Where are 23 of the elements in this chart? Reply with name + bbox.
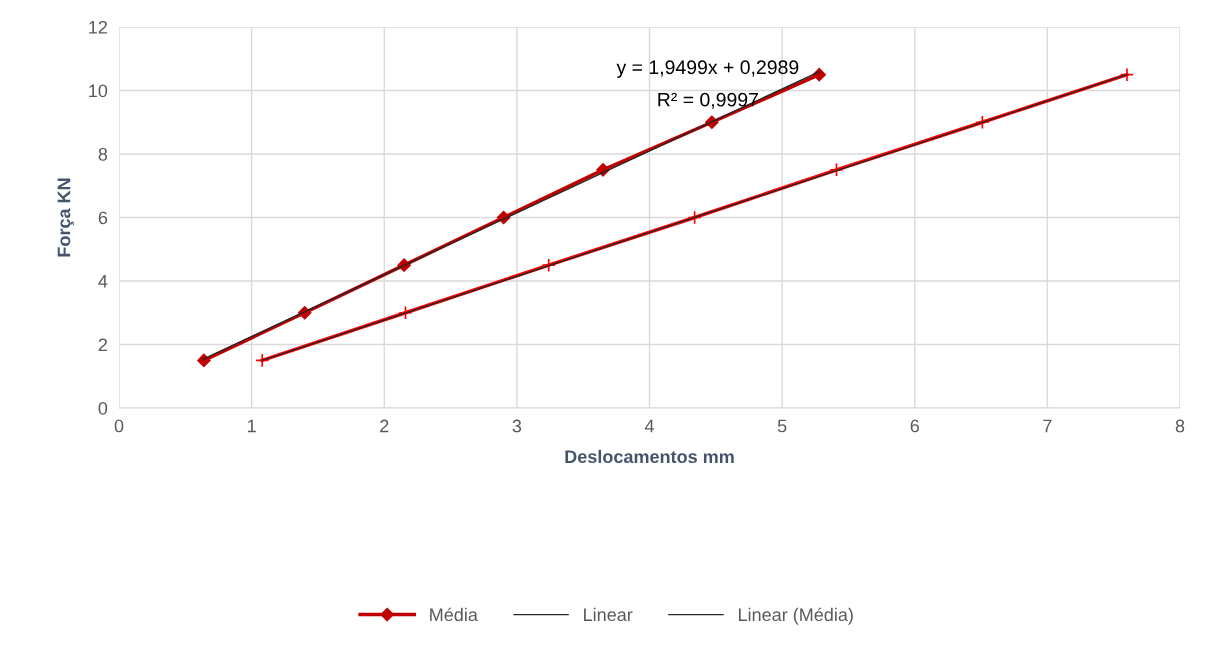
x-tick-label: 6 (910, 419, 919, 433)
x-axis-title: Deslocamentos mm (565, 449, 734, 464)
annotation: R² = 0,9997 (658, 92, 758, 109)
y-tick-label: 8 (98, 147, 108, 161)
x-tick-label: 1 (247, 419, 256, 433)
legend-label: Média (430, 607, 478, 622)
y-tick-label: 12 (89, 20, 107, 34)
y-axis-title: Força KN (57, 178, 74, 257)
y-tick-label: 2 (98, 338, 107, 352)
x-tick-label: 8 (1175, 419, 1185, 433)
y-tick-label: 4 (98, 275, 108, 288)
x-tick-label: 3 (512, 419, 522, 433)
x-tick-label: 4 (644, 419, 654, 433)
legend-label: Linear (Média) (738, 607, 853, 625)
x-tick-label: 2 (380, 419, 389, 433)
x-tick-label: 7 (1043, 419, 1052, 433)
y-tick-label: 0 (98, 401, 108, 415)
legend-label: Linear (584, 607, 633, 622)
y-tick-label: 6 (98, 211, 108, 225)
annotation: y = 1,9499x + 0,2989 (616, 60, 799, 78)
x-tick-label: 0 (114, 419, 124, 433)
y-tick-label: 10 (89, 84, 108, 98)
x-tick-label: 5 (777, 419, 787, 433)
